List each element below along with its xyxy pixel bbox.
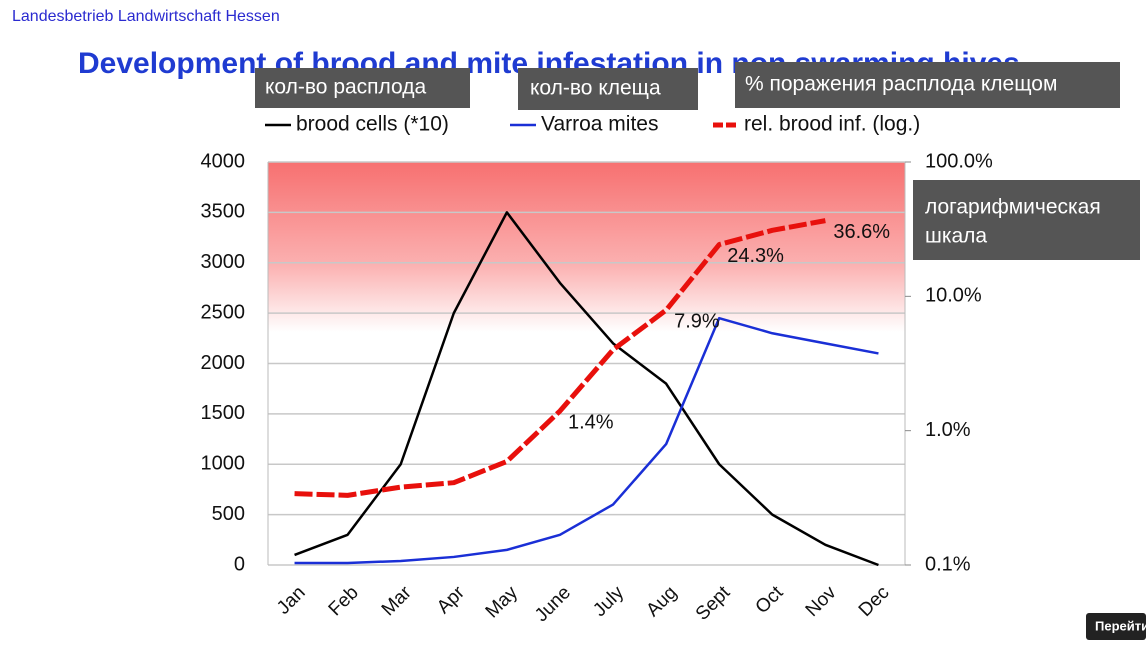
x-tick-label: Apr	[433, 582, 469, 618]
y-tick-label: 4000	[201, 150, 246, 172]
y-tick-label: 0	[234, 553, 245, 575]
overlay-box	[518, 68, 698, 110]
y-tick-label: 1000	[201, 453, 246, 475]
y-tick-label: 500	[212, 503, 245, 525]
y-tick-label: 2500	[201, 301, 246, 323]
legend-label: Varroa mites	[541, 113, 658, 136]
overlay-box	[255, 68, 470, 108]
y-tick-label: 3500	[201, 201, 246, 223]
annotation: кол-во клеща	[530, 77, 661, 100]
series-line	[294, 316, 879, 565]
series-line	[294, 211, 879, 567]
series-line	[294, 218, 826, 498]
highlight-band	[268, 162, 905, 332]
x-tick-label: Mar	[378, 582, 416, 620]
x-tick-label: June	[531, 582, 575, 626]
y-tick-label: 1500	[201, 402, 246, 424]
y-tick-label: 3000	[201, 251, 246, 273]
annotation: шкала	[925, 225, 987, 248]
x-tick-label: Oct	[752, 582, 788, 618]
data-label: 24.3%	[727, 245, 784, 267]
x-tick-label: Sept	[692, 582, 735, 625]
x-tick-label: July	[589, 582, 628, 621]
data-label: 36.6%	[833, 221, 890, 243]
overlay-box	[735, 62, 1120, 108]
legend-label: rel. brood inf. (log.)	[744, 113, 920, 136]
y-tick-label: 2000	[201, 352, 246, 374]
y2-tick-label: 100.0%	[925, 150, 993, 172]
x-tick-label: Dec	[855, 582, 894, 621]
x-tick-label: Aug	[642, 582, 681, 621]
x-tick-label: Feb	[325, 582, 363, 620]
y2-tick-label: 10.0%	[925, 285, 982, 307]
y2-tick-label: 1.0%	[925, 419, 971, 441]
x-tick-label: Nov	[802, 582, 841, 621]
header: Landesbetrieb Landwirtschaft Hessen	[12, 8, 280, 25]
x-tick-label: May	[482, 582, 523, 623]
button-label[interactable]: Перейти	[1095, 618, 1146, 633]
overlay-box	[913, 180, 1140, 260]
data-label: 7.9%	[674, 310, 720, 332]
button[interactable]	[1086, 613, 1146, 640]
annotation: кол-во расплода	[265, 76, 427, 99]
x-tick-label: Jan	[273, 582, 310, 619]
y2-tick-label: 0.1%	[925, 553, 971, 575]
data-label: 1.4%	[568, 411, 614, 433]
annotation: % поражения расплода клещом	[745, 73, 1057, 96]
legend-label: brood cells (*10)	[296, 113, 449, 136]
annotation: логарифмическая	[925, 196, 1101, 219]
